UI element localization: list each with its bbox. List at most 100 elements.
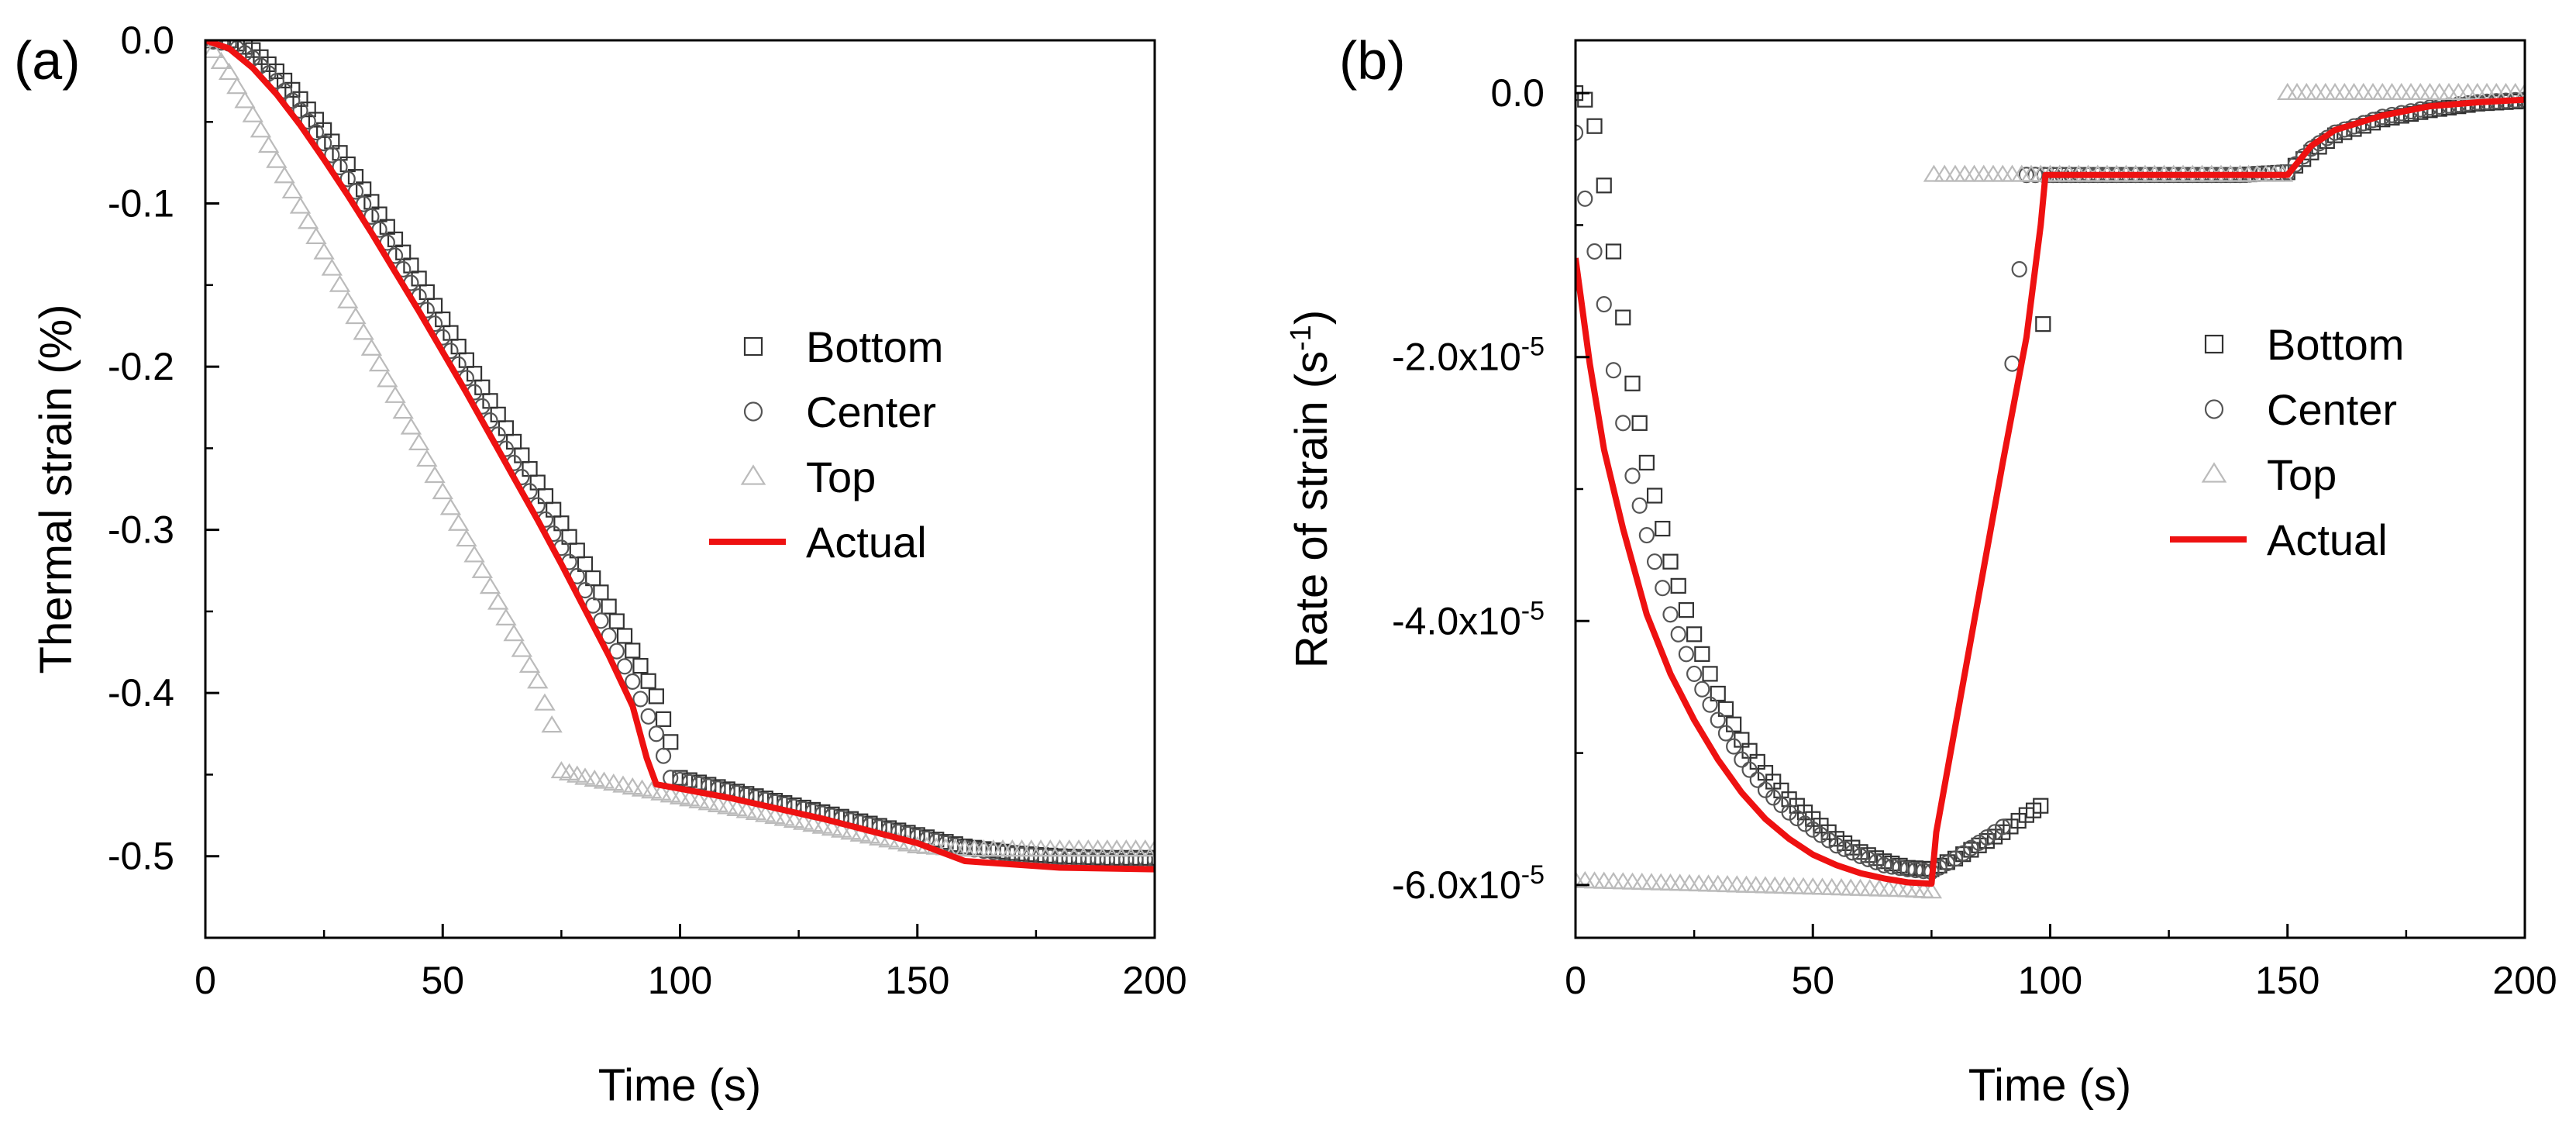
data-point-top <box>849 824 871 842</box>
data-point-bottom <box>2035 316 2051 332</box>
series-bottom <box>1576 85 2525 877</box>
data-point-bottom <box>1670 577 1686 594</box>
data-point-bottom <box>1836 835 1853 852</box>
data-point-center <box>1852 847 1868 864</box>
data-point-top <box>612 775 634 793</box>
data-point-bottom <box>632 657 649 674</box>
data-point-bottom <box>514 447 530 463</box>
data-point-center <box>2018 167 2034 184</box>
data-point-center <box>1686 665 1703 682</box>
data-point-top <box>527 671 549 689</box>
data-point-top <box>218 62 240 81</box>
data-point-bottom <box>450 339 467 355</box>
data-point-top <box>1954 164 1975 182</box>
data-point-bottom <box>1986 829 2003 845</box>
data-point-center <box>1820 832 1837 849</box>
plot-a-ylabel: Thermal strain (%) <box>31 305 81 674</box>
data-point-top <box>353 322 374 340</box>
data-point-bottom <box>663 734 679 750</box>
data-point-bottom <box>1678 602 1695 618</box>
data-point-bottom <box>435 311 451 328</box>
data-point-top <box>793 812 814 830</box>
legend-center-label: Center <box>2267 385 2397 434</box>
data-point-top <box>1868 879 1890 897</box>
data-point-top <box>2305 82 2327 101</box>
data-point-top <box>1688 873 1710 892</box>
data-point-bottom <box>205 40 222 49</box>
data-point-top <box>688 791 710 808</box>
series-line-actual <box>1576 96 2525 887</box>
data-point-bottom <box>292 91 308 107</box>
data-point-top <box>234 91 256 109</box>
data-point-top <box>584 769 605 787</box>
data-point-center <box>1605 362 1622 379</box>
data-point-top <box>471 560 493 578</box>
data-point-bottom <box>466 366 483 382</box>
data-point-top <box>368 354 391 372</box>
data-point-top <box>210 51 232 69</box>
data-point-center <box>616 658 633 675</box>
data-point-center <box>648 725 664 742</box>
data-point-center <box>1939 854 1955 872</box>
data-point-top <box>1650 873 1672 891</box>
data-point-bottom <box>608 613 625 629</box>
data-point-center <box>1796 815 1813 832</box>
data-point-center <box>1907 862 1924 879</box>
plot-b <box>1576 82 2525 899</box>
data-point-top <box>1923 164 1945 182</box>
data-point-center <box>1876 856 1892 873</box>
data-point-top <box>707 794 729 812</box>
data-point-top <box>1963 164 1985 182</box>
data-point-bottom <box>458 352 474 368</box>
data-point-bottom <box>284 81 301 98</box>
data-point-bottom <box>236 40 253 55</box>
series-center <box>1576 91 2525 880</box>
data-point-bottom <box>577 556 594 572</box>
data-point-bottom <box>387 231 404 247</box>
data-point-top <box>603 773 625 791</box>
y-tick-exponent: -5 <box>1521 596 1545 625</box>
data-point-top <box>392 401 414 419</box>
data-point-center <box>292 102 308 119</box>
data-point-top <box>337 291 359 308</box>
data-point-top <box>257 135 280 153</box>
data-point-top <box>1641 873 1662 891</box>
data-point-center <box>1726 738 1742 755</box>
data-point-top <box>432 481 453 500</box>
data-point-top <box>1621 872 1644 890</box>
data-point-center <box>1576 124 1584 141</box>
data-point-center <box>1781 804 1797 821</box>
data-point-top <box>1973 164 1995 182</box>
data-point-center <box>1947 850 1964 867</box>
legend-bottom-swatch <box>743 336 763 357</box>
data-point-top <box>503 624 525 642</box>
data-point-center <box>1978 829 1995 846</box>
panel-a: (a) 0 50 100 150 2000.0-0.1-0.2-0.3-0.4-0.5 … <box>14 19 1187 1111</box>
data-point-center <box>1596 296 1612 313</box>
data-point-bottom <box>1765 773 1782 790</box>
legend-top-swatch <box>2201 462 2227 483</box>
data-point-center <box>1955 845 1972 862</box>
data-point-center <box>655 747 672 764</box>
data-point-top <box>2429 82 2450 101</box>
data-point-top <box>2514 82 2525 101</box>
x-tick-label: 100 <box>2018 959 2082 1002</box>
data-point-top <box>511 639 533 657</box>
data-point-top <box>313 242 335 260</box>
data-point-top <box>811 816 833 834</box>
legend-b: Bottom Center Top Actual <box>2170 320 2404 564</box>
data-point-center <box>1586 243 1603 260</box>
legend-top: Top <box>740 453 876 501</box>
data-point-bottom <box>482 393 498 409</box>
legend-bottom: Bottom <box>743 322 943 371</box>
x-tick-label: 0 <box>1565 959 1586 1002</box>
data-point-top <box>1992 164 2013 182</box>
data-point-top <box>424 465 446 484</box>
series-actual <box>1576 96 2525 887</box>
data-point-bottom <box>1605 243 1622 260</box>
plot-area <box>205 40 1155 873</box>
data-point-bottom <box>529 474 546 491</box>
data-point-center <box>1615 415 1631 432</box>
data-point-top <box>1745 875 1767 894</box>
data-point-bottom <box>268 63 284 80</box>
